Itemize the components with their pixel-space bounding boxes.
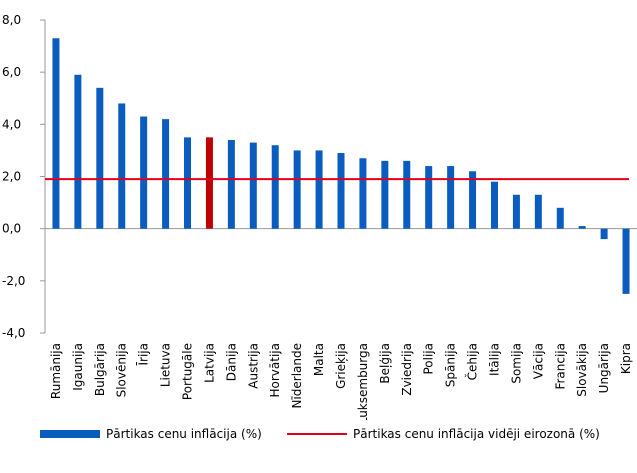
bar-12 bbox=[315, 150, 323, 229]
x-tick-label: Slovākija bbox=[575, 343, 589, 397]
x-tick-label: Kipra bbox=[619, 343, 633, 374]
x-tick-label: Itālija bbox=[487, 343, 501, 376]
bar-18 bbox=[447, 166, 455, 229]
x-tick-label: Latvija bbox=[202, 343, 216, 383]
bar-6 bbox=[184, 137, 192, 229]
bar-20 bbox=[490, 181, 498, 229]
x-tick-label: Nīderlande bbox=[290, 343, 304, 409]
legend-bar-label: Pārtikas cenu inflācija (%) bbox=[106, 427, 262, 441]
y-tick-label: 4,0 bbox=[2, 117, 21, 131]
x-tick-label: Somija bbox=[509, 343, 523, 384]
bar-0 bbox=[52, 38, 60, 229]
bar-chart: 8,0 6,0 4,0 2,0 0,0 -2,0 -4,0 Rumānija Igaunija… bbox=[2, 13, 637, 420]
x-tick-label: Slovēnija bbox=[115, 343, 129, 397]
bar-8 bbox=[227, 139, 235, 229]
bar-24 bbox=[578, 226, 586, 229]
x-tick-label: Spānija bbox=[444, 343, 458, 387]
x-tick-label: Igaunija bbox=[71, 343, 85, 391]
x-tick-label: Rumānija bbox=[49, 343, 63, 399]
bar-10 bbox=[271, 145, 279, 229]
y-tick-label: 0,0 bbox=[2, 222, 21, 236]
x-tick-label: Ungārija bbox=[597, 343, 611, 393]
x-tick-label: Austrija bbox=[246, 343, 260, 389]
y-tick-label: 8,0 bbox=[2, 13, 21, 27]
bar-7 bbox=[205, 137, 213, 229]
x-tick-label: Portugāle bbox=[181, 343, 195, 400]
bars-group bbox=[52, 38, 630, 294]
bar-11 bbox=[293, 150, 301, 229]
bar-26 bbox=[622, 228, 630, 294]
y-tick-label: -2,0 bbox=[2, 274, 25, 288]
bar-19 bbox=[469, 171, 477, 229]
bar-21 bbox=[512, 194, 520, 229]
legend: Pārtikas cenu inflācija (%) Pārtikas cen… bbox=[0, 427, 637, 447]
y-axis: 8,0 6,0 4,0 2,0 0,0 -2,0 -4,0 bbox=[2, 13, 637, 340]
x-axis-labels: Rumānija Igaunija Bulgārija Slovēnija Īrija L… bbox=[49, 343, 633, 420]
legend-item-bars: Pārtikas cenu inflācija (%) bbox=[40, 427, 262, 441]
legend-bar-swatch bbox=[40, 430, 100, 438]
bar-2 bbox=[96, 87, 104, 229]
x-tick-label: Polija bbox=[422, 343, 436, 375]
bar-23 bbox=[556, 207, 564, 229]
bar-17 bbox=[425, 166, 433, 229]
bar-4 bbox=[140, 116, 148, 229]
x-tick-label: Zviedrija bbox=[400, 343, 414, 396]
bar-14 bbox=[359, 158, 367, 229]
bar-5 bbox=[162, 119, 170, 229]
x-tick-label: Dānija bbox=[224, 343, 238, 381]
x-tick-label: Francija bbox=[553, 343, 567, 390]
x-tick-label: Čehija bbox=[465, 343, 480, 380]
x-tick-label: Īrija bbox=[137, 343, 151, 366]
x-tick-label: Vācija bbox=[531, 343, 545, 379]
bar-9 bbox=[249, 142, 257, 229]
y-tick-label: 2,0 bbox=[2, 170, 21, 184]
bar-25 bbox=[600, 228, 608, 240]
bar-15 bbox=[381, 160, 389, 229]
legend-line-label: Pārtikas cenu inflācija vidēji eirozonā … bbox=[353, 427, 600, 441]
x-tick-label: Lietuva bbox=[159, 343, 173, 387]
legend-line-swatch bbox=[287, 433, 347, 435]
x-tick-label: Horvātija bbox=[268, 343, 282, 397]
x-tick-label: Luksemburga bbox=[356, 343, 370, 420]
x-tick-label: Grieķija bbox=[334, 343, 348, 389]
bar-22 bbox=[534, 194, 542, 229]
x-tick-label: Beļģija bbox=[378, 343, 392, 384]
y-tick-label: 6,0 bbox=[2, 65, 21, 79]
bar-13 bbox=[337, 153, 345, 229]
y-tick-label: -4,0 bbox=[2, 326, 25, 340]
bar-3 bbox=[118, 103, 126, 229]
bar-16 bbox=[403, 160, 411, 229]
x-tick-label: Malta bbox=[312, 343, 326, 376]
bar-1 bbox=[74, 74, 82, 229]
x-tick-label: Bulgārija bbox=[93, 343, 107, 396]
legend-item-line: Pārtikas cenu inflācija vidēji eirozonā … bbox=[287, 427, 600, 441]
